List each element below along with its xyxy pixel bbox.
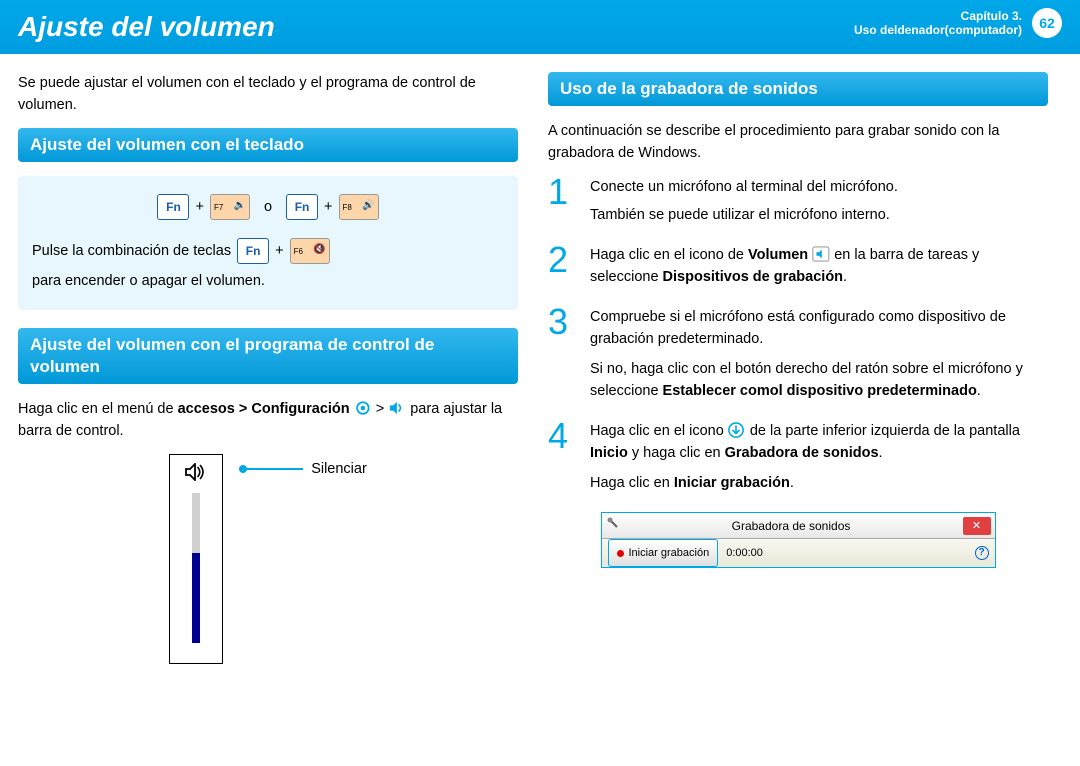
step-2-number: 2	[548, 244, 578, 288]
chapter-label: Capítulo 3.	[854, 9, 1022, 23]
keyboard-info-box: Fn + F7🔉 o Fn + F8🔊 Pulse la combinación…	[18, 176, 518, 310]
fn-key-2: Fn	[286, 194, 318, 220]
section-heading-keyboard: Ajuste del volumen con el teclado	[18, 128, 518, 162]
volume-track	[192, 493, 200, 643]
step-3-number: 3	[548, 306, 578, 402]
volume-slider-figure: Silenciar	[18, 454, 518, 664]
gear-icon	[354, 400, 372, 416]
step-3a: Compruebe si el micrófono está configura…	[590, 306, 1048, 350]
key-combo-row-1: Fn + F7🔉 o Fn + F8🔊	[32, 194, 504, 220]
step-4-line1: Haga clic en el icono de la parte inferi…	[590, 420, 1048, 464]
keyline2-text-a: Pulse la combinación de teclas	[32, 240, 231, 262]
start-recording-label: Iniciar grabación	[629, 542, 710, 564]
fn-key: Fn	[157, 194, 189, 220]
step-1b: También se puede utilizar el micrófono i…	[590, 204, 1048, 226]
step-2-text: Haga clic en el icono de Volumen en la b…	[590, 244, 1048, 288]
record-dot-icon	[617, 550, 624, 557]
volume-tray-icon	[812, 246, 830, 262]
section-heading-recorder: Uso de la grabadora de sonidos	[548, 72, 1048, 106]
recorder-body: Iniciar grabación 0:00:00 ?	[602, 539, 995, 567]
right-column: Uso de la grabadora de sonidos A continu…	[548, 72, 1048, 664]
page-title: Ajuste del volumen	[18, 11, 275, 43]
plus-sign: +	[195, 196, 203, 218]
header-meta: Capítulo 3. Uso deldenador(computador) 6…	[854, 8, 1062, 38]
sound-recorder-window: Grabadora de sonidos ✕ Iniciar grabación…	[601, 512, 996, 568]
step-3b: Si no, haga clic con el botón derecho de…	[590, 358, 1048, 402]
section-heading-program: Ajuste del volumen con el programa de co…	[18, 328, 518, 384]
step-4: 4 Haga clic en el icono de la parte infe…	[548, 420, 1048, 494]
f7-key: F7🔉	[210, 194, 250, 220]
or-text: o	[264, 196, 272, 218]
close-button[interactable]: ✕	[963, 517, 991, 535]
intro-text: Se puede ajustar el volumen con el tecla…	[18, 72, 518, 116]
page-number: 62	[1032, 8, 1062, 38]
recorder-time: 0:00:00	[726, 542, 763, 564]
step-1-number: 1	[548, 176, 578, 226]
page-header: Ajuste del volumen Capítulo 3. Uso delde…	[0, 0, 1080, 54]
mic-icon	[606, 515, 620, 537]
step-1a: Conecte un micrófono al terminal del mic…	[590, 176, 1048, 198]
volume-fill	[192, 553, 200, 643]
left-column: Se puede ajustar el volumen con el tecla…	[18, 72, 518, 664]
mute-callout: Silenciar	[243, 460, 367, 478]
down-arrow-icon	[728, 422, 746, 438]
recorder-titlebar: Grabadora de sonidos ✕	[602, 513, 995, 539]
step-4-line2: Haga clic en Iniciar grabación.	[590, 472, 1048, 494]
f6-key: F6🔇	[290, 238, 330, 264]
plus-sign-3: +	[275, 240, 283, 262]
recorder-title: Grabadora de sonidos	[620, 515, 963, 537]
mute-icon	[185, 463, 207, 481]
volume-panel	[169, 454, 223, 664]
step-3: 3 Compruebe si el micrófono está configu…	[548, 306, 1048, 402]
plus-sign-2: +	[324, 196, 332, 218]
key-combo-row-2: Pulse la combinación de teclas Fn + F6🔇 …	[32, 238, 504, 292]
volume-icon	[388, 400, 406, 416]
step-2: 2 Haga clic en el icono de Volumen en la…	[548, 244, 1048, 288]
help-button[interactable]: ?	[975, 546, 989, 560]
sec2-text: Haga clic en el menú de accesos > Config…	[18, 398, 518, 442]
section-label: Uso deldenador(computador)	[854, 23, 1022, 37]
step-1: 1 Conecte un micrófono al terminal del m…	[548, 176, 1048, 226]
step-4-number: 4	[548, 420, 578, 494]
fn-key-3: Fn	[237, 238, 269, 264]
keyline2-text-b: para encender o apagar el volumen.	[32, 270, 265, 292]
mute-label: Silenciar	[311, 458, 367, 480]
right-intro: A continuación se describe el procedimie…	[548, 120, 1048, 164]
start-recording-button[interactable]: Iniciar grabación	[608, 539, 719, 567]
f8-key: F8🔊	[339, 194, 379, 220]
